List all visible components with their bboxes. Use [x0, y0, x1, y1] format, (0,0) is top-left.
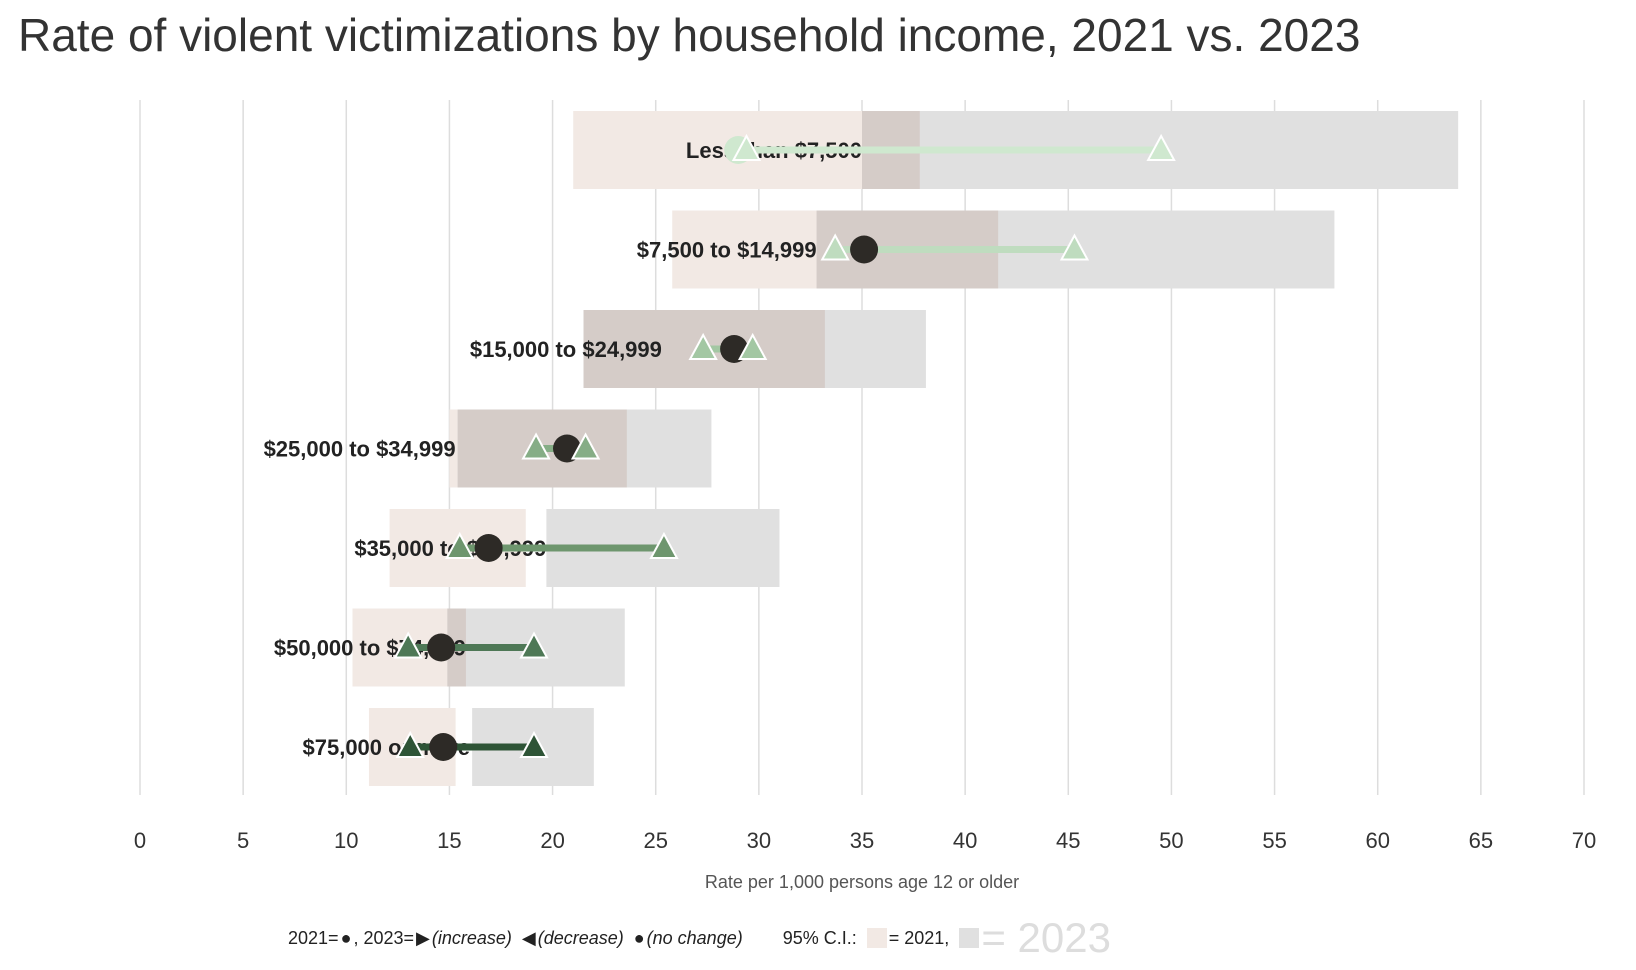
x-axis-label: Rate per 1,000 persons age 12 or older [705, 872, 1019, 892]
point-2023 [519, 730, 549, 758]
legend-ci-2021-swatch [866, 928, 887, 948]
x-tick-label: 5 [237, 828, 249, 853]
confidence-intervals [352, 111, 1459, 786]
x-tick-label: 20 [540, 828, 564, 853]
marker-secondary [395, 730, 425, 758]
marker-secondary [731, 133, 762, 161]
legend-ci-label: 95% C.I.: [782, 927, 857, 948]
legend-2021-text: 2021= [288, 927, 339, 948]
marker-secondary [521, 432, 551, 460]
x-tick-label: 35 [850, 828, 874, 853]
marker-secondary [393, 631, 423, 659]
point-2023 [570, 432, 601, 460]
legend-dot-icon: ● [340, 927, 352, 948]
x-tick-label: 10 [334, 828, 358, 853]
point-2021 [850, 235, 879, 264]
legend-decrease-icon: ◀ [521, 927, 536, 948]
point-2023 [737, 332, 768, 360]
legend-ci-2023-text: = 2023 [981, 914, 1111, 961]
x-tick-label: 65 [1469, 828, 1493, 853]
point-2023 [649, 531, 679, 559]
point-2021 [429, 733, 458, 761]
x-axis-ticks: 0 5 10 15 20 25 30 35 40 45 50 55 60 65 70 [134, 828, 1596, 853]
marker-secondary [445, 531, 475, 559]
legend-increase-text: (increase) [431, 927, 512, 948]
chart-plot: Less than $7,500$7,500 to $14,999$15,000… [134, 100, 1596, 892]
legend-ci-2023-swatch [959, 928, 980, 948]
x-tick-label: 45 [1056, 828, 1080, 853]
legend-ci-2021-text: = 2021, [888, 927, 950, 948]
chart-title: Rate of violent victimizations by househ… [18, 9, 1361, 61]
category-label: $7,500 to $14,999 [637, 238, 817, 263]
x-tick-label: 60 [1365, 828, 1389, 853]
x-tick-label: 30 [747, 828, 771, 853]
x-tick-label: 0 [134, 828, 146, 853]
point-2021 [427, 633, 456, 662]
x-tick-label: 40 [953, 828, 977, 853]
legend-decrease-text: (decrease) [537, 927, 624, 948]
x-tick-label: 50 [1159, 828, 1183, 853]
x-tick-label: 70 [1572, 828, 1596, 853]
category-label: $15,000 to $24,999 [470, 337, 662, 362]
marker-secondary [688, 332, 718, 360]
legend-2023-text: , 2023= [353, 927, 414, 948]
point-2023 [519, 631, 549, 659]
legend-increase-icon: ▶ [416, 927, 430, 948]
legend: 2021= ● , 2023= ▶ (increase) ◀ (decrease… [288, 914, 1111, 961]
legend-no-change-text: (no change) [646, 927, 743, 948]
point-2021 [474, 534, 503, 562]
category-label: $25,000 to $34,999 [264, 437, 456, 462]
legend-no-change-icon: ● [633, 927, 645, 948]
marker-secondary [820, 233, 850, 261]
x-tick-label: 15 [437, 828, 461, 853]
data-marks [393, 133, 1176, 761]
x-tick-label: 55 [1262, 828, 1286, 853]
point-2023 [1059, 233, 1090, 261]
point-2023 [1146, 133, 1176, 161]
x-tick-label: 25 [643, 828, 667, 853]
